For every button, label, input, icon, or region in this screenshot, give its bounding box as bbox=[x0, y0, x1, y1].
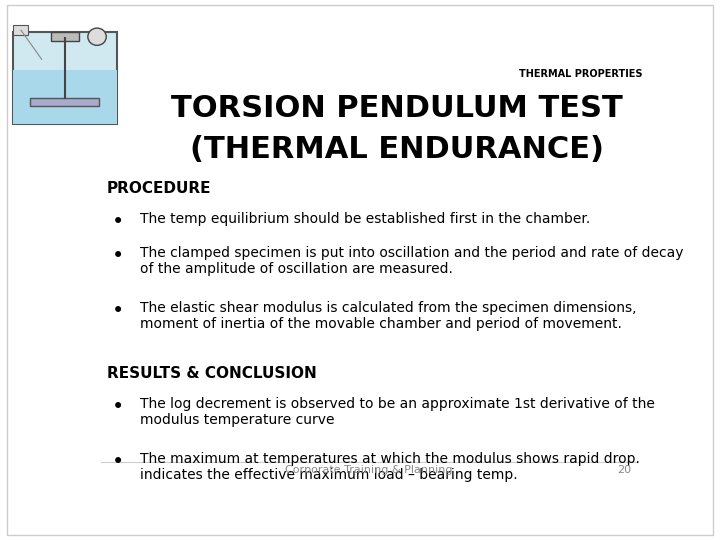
Text: PROCEDURE: PROCEDURE bbox=[107, 181, 211, 196]
Text: •: • bbox=[112, 452, 125, 472]
Bar bbox=[30, 98, 99, 106]
Bar bbox=[51, 32, 78, 41]
Text: The clamped specimen is put into oscillation and the period and rate of decay
of: The clamped specimen is put into oscilla… bbox=[140, 246, 684, 276]
Text: The maximum at temperatures at which the modulus shows rapid drop.
indicates the: The maximum at temperatures at which the… bbox=[140, 452, 640, 482]
Text: The log decrement is observed to be an approximate 1st derivative of the
modulus: The log decrement is observed to be an a… bbox=[140, 397, 655, 427]
Text: TORSION PENDULUM TEST: TORSION PENDULUM TEST bbox=[171, 94, 623, 123]
Text: •: • bbox=[112, 246, 125, 266]
Text: The elastic shear modulus is calculated from the specimen dimensions,
moment of : The elastic shear modulus is calculated … bbox=[140, 301, 636, 331]
Text: Corporate Training & Planning: Corporate Training & Planning bbox=[285, 465, 453, 475]
Circle shape bbox=[88, 28, 107, 45]
Text: (THERMAL ENDURANCE): (THERMAL ENDURANCE) bbox=[190, 136, 604, 165]
Text: RESULTS & CONCLUSION: RESULTS & CONCLUSION bbox=[107, 366, 317, 381]
Bar bbox=[13, 70, 117, 124]
Text: THERMAL PROPERTIES: THERMAL PROPERTIES bbox=[519, 69, 642, 79]
Text: •: • bbox=[112, 301, 125, 321]
Text: The temp equilibrium should be established first in the chamber.: The temp equilibrium should be establish… bbox=[140, 212, 590, 226]
Text: •: • bbox=[112, 212, 125, 232]
Bar bbox=[13, 32, 117, 124]
Text: •: • bbox=[112, 397, 125, 417]
Bar bbox=[13, 25, 28, 35]
Text: 20: 20 bbox=[617, 465, 631, 475]
